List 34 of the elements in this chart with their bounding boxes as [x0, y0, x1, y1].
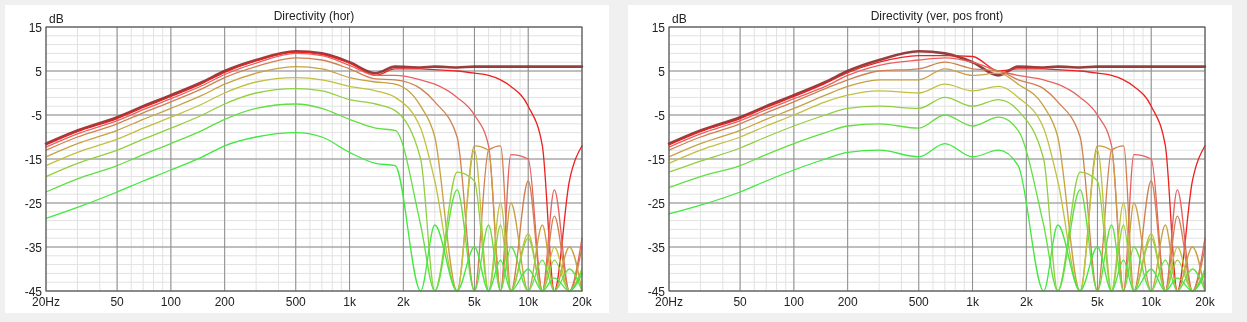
y-axis-title: dB	[672, 12, 687, 26]
y-axis-title: dB	[49, 12, 64, 26]
x-tick-label: 50	[733, 295, 748, 309]
y-tick-label: -25	[24, 197, 43, 211]
x-tick-label: 10k	[518, 295, 539, 309]
chart-title: Directivity (hor)	[273, 9, 355, 23]
x-tick-label: 100	[160, 295, 182, 309]
x-tick-label: 200	[214, 295, 235, 309]
x-tick-label: 2k	[396, 295, 411, 309]
x-tick-label: 500	[908, 295, 930, 309]
x-tick-label: 1k	[966, 295, 980, 309]
y-tick-label: -5	[654, 109, 666, 123]
y-tick-label: -35	[24, 241, 43, 255]
y-tick-label: 5	[35, 65, 43, 79]
x-tick-label: 10k	[1141, 295, 1162, 309]
x-tick-label: 50	[110, 295, 125, 309]
x-tick-label: 500	[285, 295, 307, 309]
y-tick-label: 15	[651, 21, 666, 35]
y-tick-label: -5	[31, 109, 43, 123]
y-tick-label: -15	[24, 153, 43, 167]
y-tick-label: 5	[658, 65, 666, 79]
x-tick-label: 1k	[343, 295, 357, 309]
x-tick-label: 20k	[1195, 295, 1216, 309]
y-tick-label: -15	[647, 153, 666, 167]
chart-title: Directivity (ver, pos front)	[870, 9, 1004, 23]
x-tick-label: 100	[783, 295, 805, 309]
y-tick-label: -25	[647, 197, 666, 211]
x-tick-label: 5k	[1091, 295, 1105, 309]
x-tick-label: 20k	[572, 295, 593, 309]
y-tick-label: -35	[647, 241, 666, 255]
y-tick-label: 15	[28, 21, 43, 35]
x-tick-label: 5k	[468, 295, 482, 309]
x-tick-label: 200	[837, 295, 858, 309]
x-tick-label: 2k	[1019, 295, 1034, 309]
